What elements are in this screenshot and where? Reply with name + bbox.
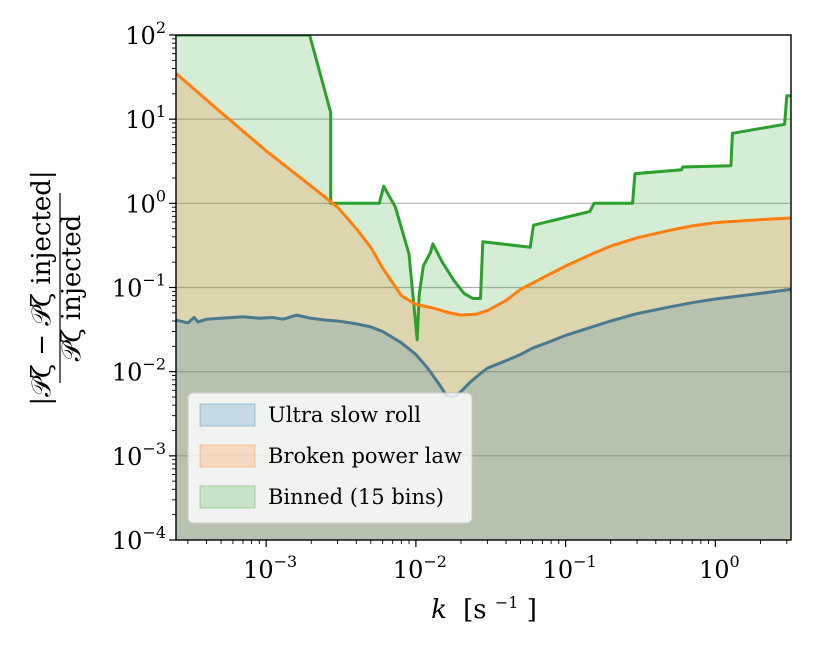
tick-label: 10−2 [393,552,447,584]
series-lines [176,35,791,399]
y-axis-label-denominator: 𝒫ζ injected [57,215,87,362]
x-axis-label-unit: [s [463,595,487,625]
tick-label: 102 [125,18,166,50]
x-axis-label-var: k [431,595,447,625]
legend-swatch-ultra-slow-roll [199,403,256,427]
x-axis-label-close: ] [527,595,537,625]
x-axis-label-exp: −1 [495,593,519,612]
tick-label: 100 [699,552,740,584]
svg-text:k [s −1 ]: k [s −1 ] [431,585,537,625]
legend-label-binned-15-bins: Binned (15 bins) [268,485,444,509]
legend: Ultra slow roll Broken power law Binned (1… [187,392,473,524]
tick-label: 100 [125,186,166,218]
tick-label: 101 [125,102,166,134]
legend-label-ultra-slow-roll: Ultra slow roll [268,403,421,427]
tick-label: 10−1 [112,271,166,303]
legend-box [187,392,473,524]
tick-label: 10−1 [543,552,597,584]
x-axis-label: k [s −1 ] [431,585,537,625]
tick-label: 10−3 [112,439,166,471]
legend-swatch-broken-power-law [199,444,256,468]
y-axis-label-numerator: |𝒫ζ − 𝒫ζ injected| [27,170,57,405]
series-line-ultra-slow-roll [176,287,791,399]
tick-label: 10−4 [112,523,166,555]
axis-ticks: 10−3 10−2 10−1 100 10−4 10−3 10−2 10−1 100 101 102 [112,18,788,584]
legend-swatch-binned-15-bins [199,485,256,509]
y-axis-label: |𝒫ζ − 𝒫ζ injected| 𝒫ζ injected [27,170,87,405]
series-line-binned-15-bins [176,35,791,342]
tick-label: 10−3 [243,552,297,584]
series-line-broken-power-law [176,72,791,317]
legend-label-broken-power-law: Broken power law [268,444,462,468]
tick-label: 10−2 [112,355,166,387]
